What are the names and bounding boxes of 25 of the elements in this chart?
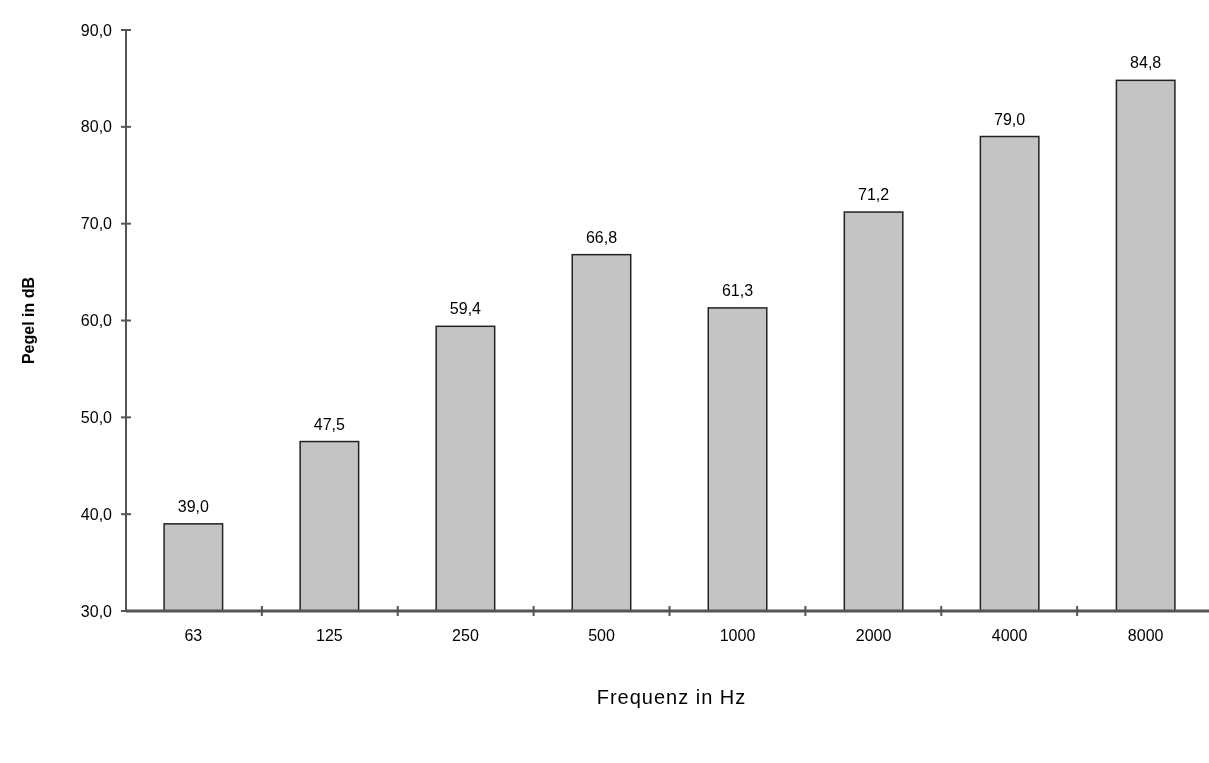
y-tick-label: 30,0	[80, 602, 113, 620]
x-tick-label: 8000	[1127, 627, 1164, 644]
y-tick-label: 60,0	[80, 312, 113, 330]
data-label: 79,0	[994, 110, 1026, 128]
y-tick-label: 90,0	[80, 21, 113, 39]
data-label: 61,3	[721, 281, 754, 299]
x-tick-label: 500	[588, 627, 615, 644]
y-tick-label: 70,0	[80, 215, 113, 233]
x-tick-label: 4000	[991, 627, 1028, 644]
x-tick-label: 250	[452, 627, 479, 644]
x-axis-title: Frequenz in Hz	[596, 686, 747, 708]
x-tick-label: 2000	[855, 627, 892, 644]
data-label: 39,0	[177, 497, 210, 515]
data-label: 47,5	[313, 415, 346, 433]
x-tick-label: 63	[184, 627, 203, 644]
y-tick-label: 80,0	[80, 118, 113, 136]
y-tick-label: 40,0	[80, 505, 113, 523]
x-tick-label: 125	[316, 627, 343, 644]
y-axis-title: Pegel in dB	[20, 276, 37, 365]
y-tick-label: 50,0	[80, 408, 113, 426]
data-label: 71,2	[858, 186, 890, 204]
data-label: 84,8	[1130, 54, 1162, 72]
data-label: 59,4	[449, 300, 482, 318]
x-tick-label: 1000	[719, 627, 756, 644]
data-label: 66,8	[585, 228, 618, 246]
